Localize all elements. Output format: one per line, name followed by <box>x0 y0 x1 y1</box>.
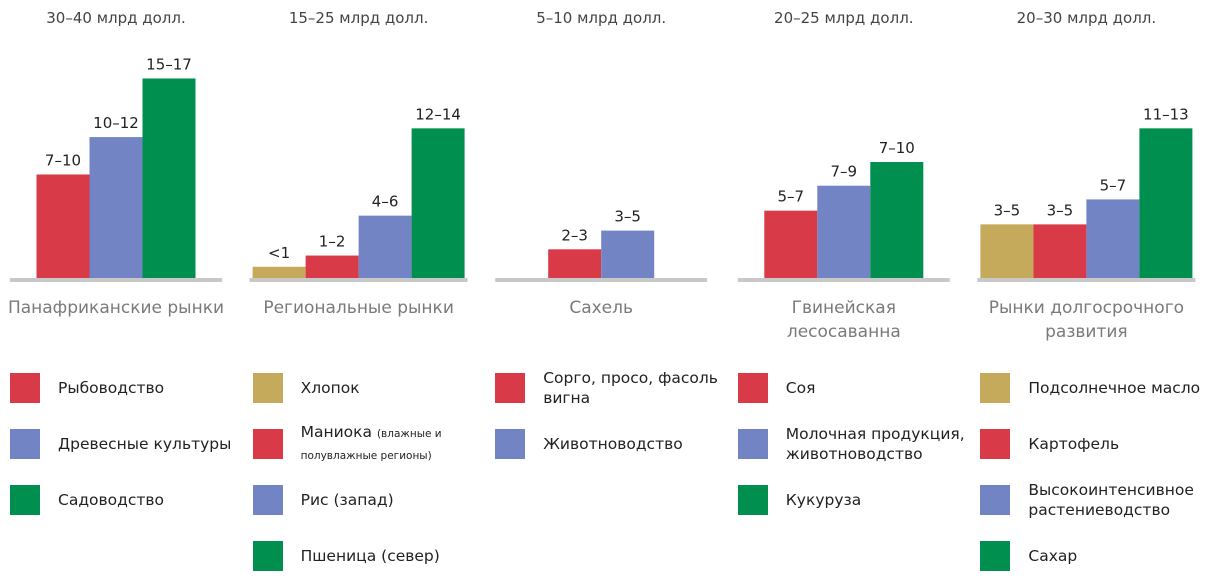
legend-label: Кукуруза <box>785 491 862 509</box>
legend-label: Животноводство <box>543 435 683 453</box>
bar <box>411 128 465 278</box>
value-label: 3–5 <box>614 208 641 226</box>
legend-item: Рыбоводство <box>10 360 250 416</box>
legend-label: Подсолнечное масло <box>1028 379 1201 397</box>
bar <box>305 255 359 278</box>
legend-swatch <box>252 485 283 515</box>
legend-swatch <box>737 429 768 459</box>
legend-label: Хлопок <box>300 379 360 397</box>
value-label: 7–9 <box>831 163 858 181</box>
legend-item: Кукуруза <box>737 472 978 528</box>
bar <box>1139 128 1193 278</box>
legend-swatch <box>495 429 526 459</box>
value-label: 5–7 <box>1100 176 1127 194</box>
bar <box>980 224 1034 278</box>
panel-title: Рынки долгосрочного развития <box>988 298 1185 342</box>
value-label: 10–12 <box>93 114 139 132</box>
legend-label: Пшеница (север) <box>300 547 440 565</box>
legend-label: Рыбоводство <box>58 379 165 397</box>
legend-item: Высокоинтенсивное растениеводство <box>980 472 1214 528</box>
legend-swatch <box>737 485 768 515</box>
baseline <box>10 278 222 282</box>
panel-title: Региональные рынки <box>263 298 454 318</box>
legend-item: Подсолнечное масло <box>980 360 1214 416</box>
legend-item: Сорго, просо, фасоль вигна <box>495 360 735 416</box>
legend-label: Картофель <box>1028 435 1120 453</box>
panel-title: Панафриканские рынки <box>7 298 225 318</box>
legend-item: Молочная продукция, животноводство <box>737 416 978 472</box>
subtitle: 20–30 млрд долл. <box>1017 9 1157 27</box>
value-label: 11–13 <box>1143 105 1189 123</box>
legend-swatch <box>252 541 283 571</box>
legend-swatch <box>252 429 283 459</box>
legend-label: Рис (запад) <box>300 491 394 509</box>
baseline <box>737 278 950 282</box>
value-label: <1 <box>268 244 290 262</box>
legend-swatch <box>495 373 526 403</box>
bar <box>358 215 412 278</box>
legend-item: Картофель <box>980 416 1214 472</box>
bar <box>89 137 143 278</box>
legend-label: Высокоинтенсивное растениеводство <box>1028 481 1194 519</box>
value-label: 15–17 <box>146 55 192 73</box>
legend-swatch <box>10 373 40 403</box>
bar <box>601 230 655 278</box>
legend-label: Садоводство <box>58 491 165 509</box>
chart: 30–40 млрд долл. 7–10 10–12 15–17 15–25 млрд… <box>10 9 1196 282</box>
legend-item: Сахар <box>980 528 1214 584</box>
legend-item: Пшеница (север) <box>252 528 493 584</box>
page: 30–40 млрд долл. 7–10 10–12 15–17 15–25 млрд… <box>7 9 1214 571</box>
bar <box>817 185 871 278</box>
value-label: 3–5 <box>994 201 1021 219</box>
panel-title: Сахель <box>569 298 634 318</box>
legend-label: Сахар <box>1028 547 1078 565</box>
bar <box>252 266 306 278</box>
legend-item: Соя <box>737 360 978 416</box>
value-label: 1–2 <box>319 233 346 251</box>
baseline <box>495 278 708 282</box>
baseline <box>977 278 1196 282</box>
legend-swatch <box>980 373 1011 403</box>
legend-swatch <box>10 485 40 515</box>
value-label: 12–14 <box>415 105 461 123</box>
legend-label: Сорго, просо, фасоль вигна <box>543 369 718 407</box>
legend-item: Древесные культуры <box>10 416 250 472</box>
legend-item: Хлопок <box>252 360 493 416</box>
value-label: 7–10 <box>879 139 915 157</box>
legend-item: Садоводство <box>10 472 250 528</box>
legend-swatch <box>10 429 40 459</box>
bar <box>142 78 196 279</box>
legend-swatch <box>252 373 283 403</box>
subtitle: 30–40 млрд долл. <box>46 9 186 27</box>
legend-label: Древесные культуры <box>58 435 232 453</box>
panel-title: Гвинейская лесосаванна <box>786 298 901 342</box>
value-label: 4–6 <box>372 193 399 211</box>
legend-label: Маниока (влажные и полувлажные регионы) <box>300 423 442 462</box>
legend-label: Соя <box>785 379 816 397</box>
bar <box>1086 199 1140 278</box>
legend-item: Рис (запад) <box>252 472 493 528</box>
value-label: 7–10 <box>45 151 81 169</box>
legend-swatch <box>980 485 1011 515</box>
baseline <box>249 278 468 282</box>
subtitle: 5–10 млрд долл. <box>536 9 666 27</box>
bar <box>764 210 818 278</box>
legend-item: Животноводство <box>495 416 735 472</box>
value-label: 5–7 <box>778 188 805 206</box>
bar <box>1033 224 1087 278</box>
subtitle: 15–25 млрд долл. <box>289 9 429 27</box>
value-label: 2–3 <box>561 226 588 244</box>
legend-swatch <box>737 373 768 403</box>
bar <box>548 249 602 278</box>
legend-item: Маниока (влажные и полувлажные регионы) <box>252 416 493 472</box>
bar <box>36 174 90 278</box>
legend-swatch <box>980 541 1011 571</box>
legend-swatch <box>980 429 1011 459</box>
legend-label: Молочная продукция, животноводство <box>785 425 965 463</box>
value-label: 3–5 <box>1047 201 1074 219</box>
bar <box>870 162 924 278</box>
subtitle: 20–25 млрд долл. <box>774 9 914 27</box>
